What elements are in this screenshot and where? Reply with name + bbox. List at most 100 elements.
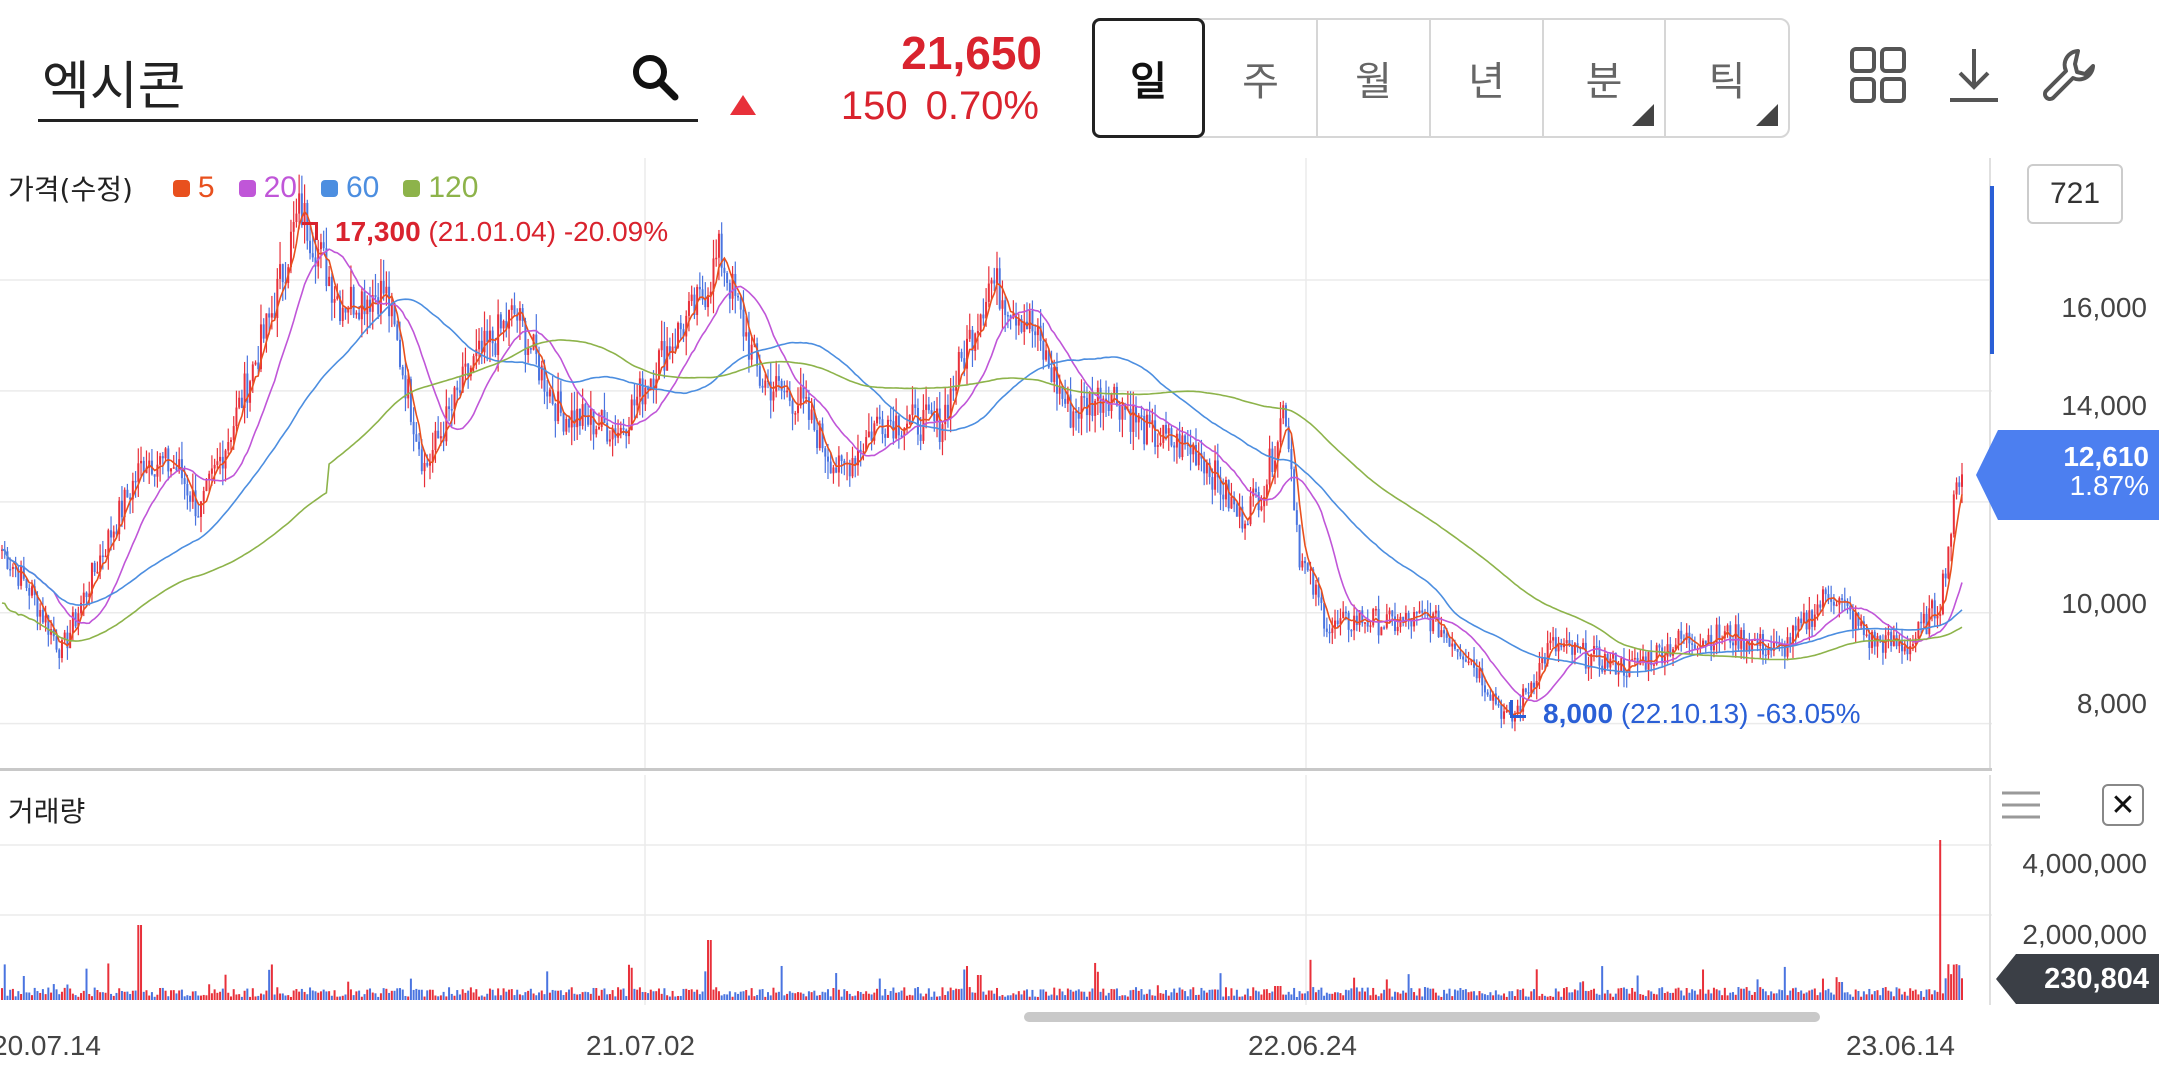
horizontal-scrollbar[interactable] (1024, 1012, 1820, 1022)
candle-body (1325, 628, 1328, 632)
volume-bar (1364, 991, 1367, 1000)
candle-body (647, 387, 650, 391)
volume-bar (279, 993, 282, 1000)
volume-bar (1058, 988, 1061, 1000)
close-volume-button[interactable]: ✕ (2102, 784, 2144, 826)
volume-bar (1197, 994, 1200, 1000)
candle-body (1364, 622, 1367, 624)
volume-bar (120, 991, 123, 1000)
ma5-legend[interactable]: 5 (172, 171, 215, 205)
volume-bar (1598, 994, 1601, 1000)
volume-bar (647, 993, 650, 1000)
candle-body (1246, 523, 1249, 526)
candle-body (1287, 426, 1290, 450)
ma120-legend[interactable]: 120 (403, 171, 478, 205)
candle-body (129, 497, 132, 500)
volume-bar (44, 994, 47, 1000)
candle-body (1222, 494, 1225, 500)
volume-bar (1072, 991, 1075, 1000)
candle-body (1898, 641, 1901, 647)
candle-body (25, 578, 28, 589)
period-month-button[interactable]: 월 (1318, 20, 1431, 136)
volume-bar (360, 996, 363, 1000)
volume-bar (311, 990, 314, 1000)
candle-count-box[interactable]: 721 (2027, 164, 2123, 224)
candle-body (170, 468, 173, 472)
volume-bar (597, 995, 600, 1000)
period-week-button[interactable]: 주 (1205, 20, 1318, 136)
candle-body (1925, 613, 1928, 635)
volume-bar (1227, 996, 1230, 1000)
volume-bar (878, 978, 881, 1000)
candle-body (6, 551, 9, 569)
candle-body (968, 329, 971, 339)
volume-bar (1053, 987, 1056, 1000)
candle-body (44, 615, 47, 623)
volume-bar (895, 992, 898, 1000)
candle-body (1462, 656, 1465, 660)
volume-bar (205, 995, 208, 1000)
price-chart[interactable] (0, 158, 1992, 768)
period-day-button[interactable]: 일 (1092, 18, 1205, 138)
volume-bar (1737, 987, 1740, 1000)
volume-bar (1764, 991, 1767, 1000)
volume-bar (1756, 979, 1759, 1000)
change-percent: 0.70% (925, 84, 1039, 128)
candle-body (979, 314, 982, 331)
candle-body (1304, 560, 1307, 564)
volume-bar (1732, 992, 1735, 1000)
ma20-legend[interactable]: 20 (238, 171, 297, 205)
volume-bar (1423, 987, 1426, 1000)
volume-bar (881, 995, 884, 1000)
volume-bar (1789, 990, 1792, 1000)
candle-body (1633, 657, 1636, 660)
download-icon[interactable] (1944, 45, 2004, 105)
wrench-icon[interactable] (2038, 45, 2098, 105)
volume-bar (1492, 995, 1495, 1000)
candle-body (243, 373, 246, 408)
candle-body (265, 313, 268, 339)
volume-chart[interactable] (0, 775, 1992, 1005)
search-icon[interactable] (630, 52, 680, 102)
volume-bar (859, 992, 862, 1000)
volume-bar (532, 993, 535, 1000)
candle-body (472, 356, 475, 368)
x-axis-date-label: 21.07.02 (586, 1030, 695, 1061)
candle-body (786, 390, 789, 393)
ma60-legend[interactable]: 60 (320, 171, 379, 205)
volume-bar (412, 989, 415, 1000)
candle-body (107, 530, 110, 556)
stock-search-box[interactable]: 엑시콘 (38, 30, 698, 122)
candle-body (998, 268, 1001, 309)
volume-bar (1535, 969, 1538, 1000)
volume-bar (848, 993, 851, 1000)
candle-body (120, 500, 123, 518)
candle-body (428, 461, 431, 466)
volume-bar (1920, 991, 1923, 1000)
candle-body (1331, 628, 1334, 634)
menu-icon[interactable] (2000, 790, 2042, 820)
candle-body (1879, 636, 1882, 641)
period-tick-button[interactable]: 틱 (1666, 20, 1788, 136)
volume-bar (1928, 989, 1931, 1000)
volume-bar (1538, 996, 1541, 1000)
volume-bar (1257, 991, 1260, 1000)
volume-bar (971, 992, 974, 1000)
candle-body (690, 294, 693, 302)
volume-bar (1453, 989, 1456, 1000)
volume-bar (777, 991, 780, 1000)
period-year-button[interactable]: 년 (1431, 20, 1544, 136)
candle-body (1473, 659, 1476, 668)
pane-divider[interactable] (0, 768, 1992, 771)
grid-layout-icon[interactable] (1848, 45, 1908, 105)
candle-body (1639, 661, 1642, 665)
candle-body (728, 282, 731, 299)
volume-bar (22, 975, 25, 1000)
period-minute-button[interactable]: 분 (1544, 20, 1666, 136)
candle-body (488, 330, 491, 342)
candle-body (1006, 315, 1009, 317)
candle-body (229, 439, 232, 442)
volume-bar (1770, 991, 1773, 1000)
candle-body (238, 397, 241, 408)
candle-body (1077, 412, 1080, 419)
